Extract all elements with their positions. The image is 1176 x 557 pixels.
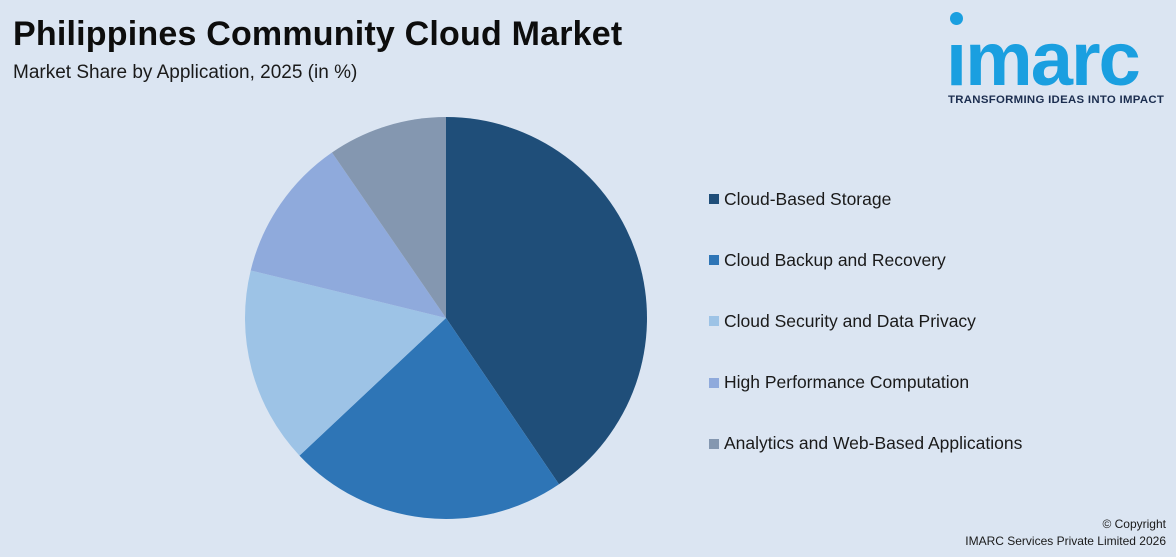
imarc-logo: imarc TRANSFORMING IDEAS INTO IMPACT bbox=[946, 10, 1172, 110]
copyright-line-2: IMARC Services Private Limited 2026 bbox=[965, 534, 1166, 548]
legend-item-1: Cloud-Based Storage bbox=[709, 188, 1022, 210]
pie-slice-4 bbox=[250, 152, 446, 318]
legend-item-3: Cloud Security and Data Privacy bbox=[709, 310, 1022, 332]
legend-swatch bbox=[709, 255, 719, 266]
legend-item-5: Analytics and Web-Based Applications bbox=[709, 433, 1022, 455]
logo-dot-mask bbox=[949, 26, 965, 38]
legend-label: High Performance Computation bbox=[724, 372, 970, 393]
pie-slice-3 bbox=[244, 270, 446, 456]
legend-label: Cloud Security and Data Privacy bbox=[724, 310, 976, 331]
legend-label: Cloud-Based Storage bbox=[724, 188, 892, 209]
pie-slice-2 bbox=[299, 318, 559, 520]
logo-dot bbox=[950, 12, 963, 25]
copyright: © Copyright IMARC Services Private Limit… bbox=[965, 516, 1166, 550]
legend-item-4: High Performance Computation bbox=[709, 372, 1022, 394]
chart-subtitle: Market Share by Application, 2025 (in %) bbox=[13, 62, 358, 83]
chart-title: Philippines Community Cloud Market bbox=[13, 15, 623, 53]
chart-legend: Cloud-Based Storage Cloud Backup and Reco… bbox=[709, 188, 1022, 494]
pie-slice-1 bbox=[446, 117, 647, 485]
legend-item-2: Cloud Backup and Recovery bbox=[709, 249, 1022, 271]
legend-swatch bbox=[709, 438, 719, 449]
pie-slice-5 bbox=[331, 117, 446, 318]
legend-label: Cloud Backup and Recovery bbox=[724, 249, 946, 270]
legend-label: Analytics and Web-Based Applications bbox=[724, 433, 1023, 454]
legend-swatch bbox=[709, 194, 719, 204]
logo-wordmark: imarc bbox=[946, 17, 1141, 102]
legend-swatch bbox=[709, 316, 719, 327]
legend-swatch bbox=[709, 377, 719, 388]
copyright-line-1: © Copyright bbox=[1102, 517, 1166, 531]
logo-tagline: TRANSFORMING IDEAS INTO IMPACT bbox=[948, 94, 1165, 106]
